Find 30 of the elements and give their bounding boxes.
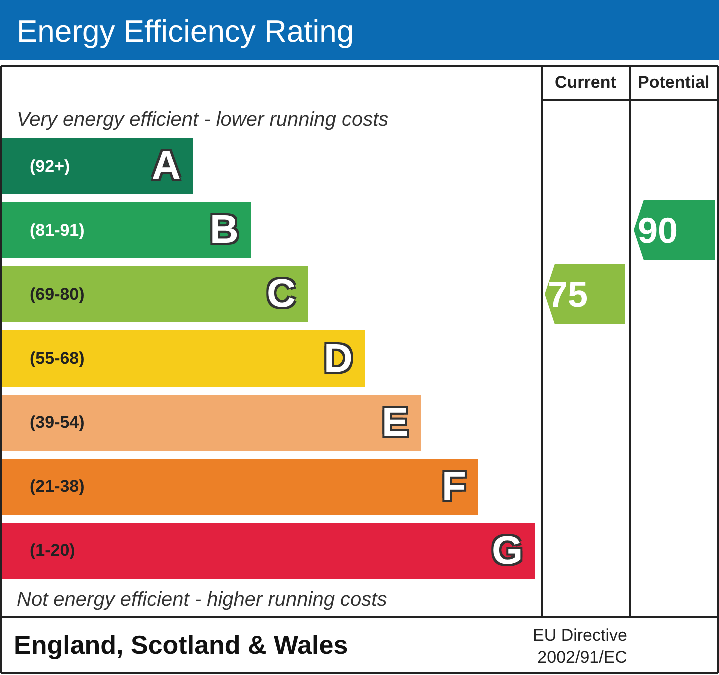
annotation: (39-54) <box>30 413 85 432</box>
bar <box>2 202 251 258</box>
bar <box>2 459 478 515</box>
bar <box>2 523 535 579</box>
y-tick-label: G <box>492 529 524 573</box>
bar <box>2 266 308 322</box>
annotation: (55-68) <box>30 349 85 368</box>
y-tick-label: A <box>152 144 181 188</box>
text: England, Scotland & Wales <box>14 630 348 660</box>
y-tick-label: D <box>324 337 353 381</box>
chart-title: Energy Efficiency Rating <box>17 14 354 49</box>
annotation: (21-38) <box>30 477 85 496</box>
y-tick-label: E <box>382 401 409 445</box>
text: Current <box>555 73 617 92</box>
annotation: (69-80) <box>30 285 85 304</box>
text: 90 <box>638 210 678 251</box>
annotation: (92+) <box>30 157 70 176</box>
text: Very energy efficient - lower running costs <box>17 109 389 131</box>
y-tick-label: C <box>267 272 296 316</box>
y-tick-label: F <box>442 465 466 509</box>
bar <box>2 138 193 194</box>
text: Not energy efficient - higher running costs <box>17 589 388 611</box>
annotation: (1-20) <box>30 541 76 560</box>
text: Potential <box>638 73 710 92</box>
text: 75 <box>548 274 588 315</box>
text: EU Directive 2002/91/EC <box>533 626 628 668</box>
bar <box>2 330 365 387</box>
annotation: (81-91) <box>30 221 85 240</box>
y-tick-label: B <box>210 208 239 252</box>
bar <box>2 395 421 451</box>
